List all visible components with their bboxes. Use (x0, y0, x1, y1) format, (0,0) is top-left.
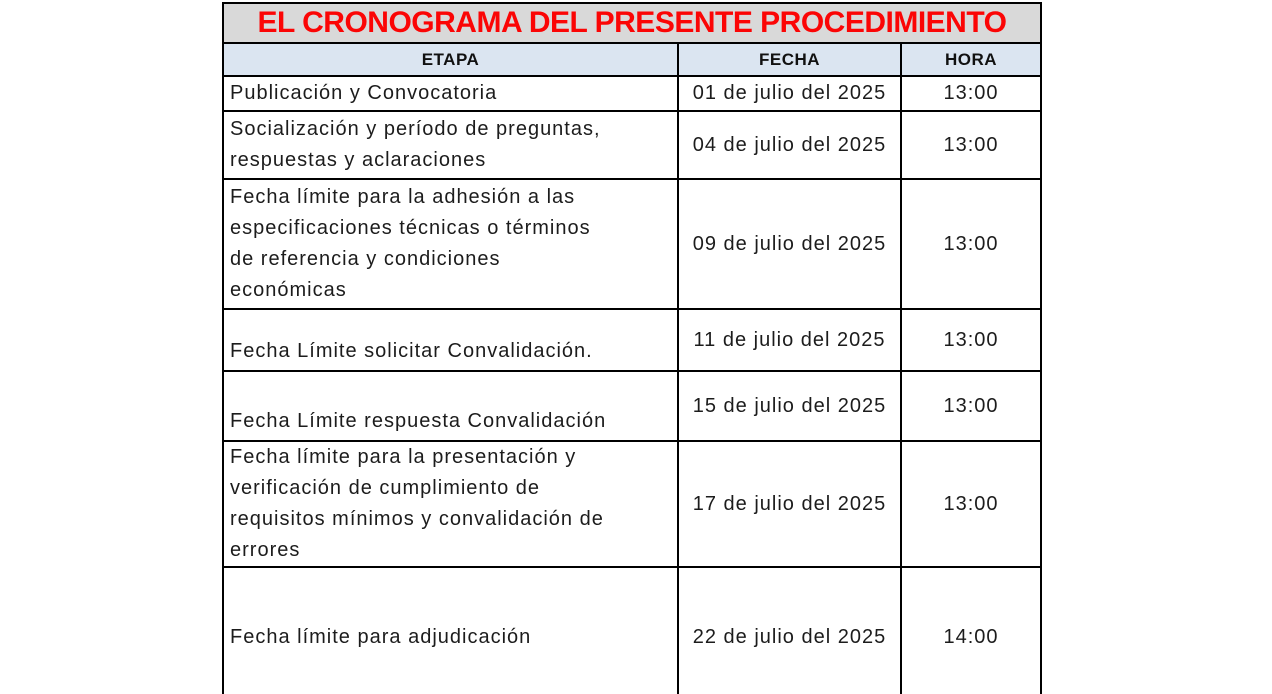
hora-cell: 13:00 (900, 110, 1042, 180)
title-row: EL CRONOGRAMA DEL PRESENTE PROCEDIMIENTO (222, 2, 1042, 44)
table-row: Publicación y Convocatoria 01 de julio d… (222, 75, 1042, 112)
table-row: Socialización y período de preguntas, re… (222, 110, 1042, 180)
table-row: Fecha límite para adjudicación 22 de jul… (222, 566, 1042, 694)
fecha-cell: 04 de julio del 2025 (677, 110, 902, 180)
column-header-hora: HORA (900, 42, 1042, 77)
header-row: ETAPA FECHA HORA (222, 42, 1042, 77)
etapa-cell: Fecha límite para la presentación y veri… (222, 440, 679, 568)
hora-cell: 13:00 (900, 308, 1042, 372)
column-header-fecha: FECHA (677, 42, 902, 77)
table-row: Fecha Límite solicitar Convalidación. 11… (222, 308, 1042, 372)
hora-cell: 14:00 (900, 566, 1042, 694)
column-header-etapa: ETAPA (222, 42, 679, 77)
etapa-cell: Fecha Límite respuesta Convalidación (222, 370, 679, 442)
fecha-cell: 15 de julio del 2025 (677, 370, 902, 442)
hora-cell: 13:00 (900, 75, 1042, 112)
etapa-cell: Fecha límite para la adhesión a las espe… (222, 178, 679, 310)
etapa-cell: Publicación y Convocatoria (222, 75, 679, 112)
fecha-cell: 17 de julio del 2025 (677, 440, 902, 568)
etapa-cell: Fecha límite para adjudicación (222, 566, 679, 694)
fecha-cell: 11 de julio del 2025 (677, 308, 902, 372)
document-title: EL CRONOGRAMA DEL PRESENTE PROCEDIMIENTO (222, 2, 1042, 44)
hora-cell: 13:00 (900, 178, 1042, 310)
table-row: Fecha límite para la adhesión a las espe… (222, 178, 1042, 310)
fecha-cell: 22 de julio del 2025 (677, 566, 902, 694)
etapa-cell: Socialización y período de preguntas, re… (222, 110, 679, 180)
fecha-cell: 01 de julio del 2025 (677, 75, 902, 112)
hora-cell: 13:00 (900, 370, 1042, 442)
fecha-cell: 09 de julio del 2025 (677, 178, 902, 310)
table-row: Fecha límite para la presentación y veri… (222, 440, 1042, 568)
hora-cell: 13:00 (900, 440, 1042, 568)
table-row: Fecha Límite respuesta Convalidación 15 … (222, 370, 1042, 442)
etapa-cell: Fecha Límite solicitar Convalidación. (222, 308, 679, 372)
schedule-table: EL CRONOGRAMA DEL PRESENTE PROCEDIMIENTO… (222, 2, 1042, 694)
